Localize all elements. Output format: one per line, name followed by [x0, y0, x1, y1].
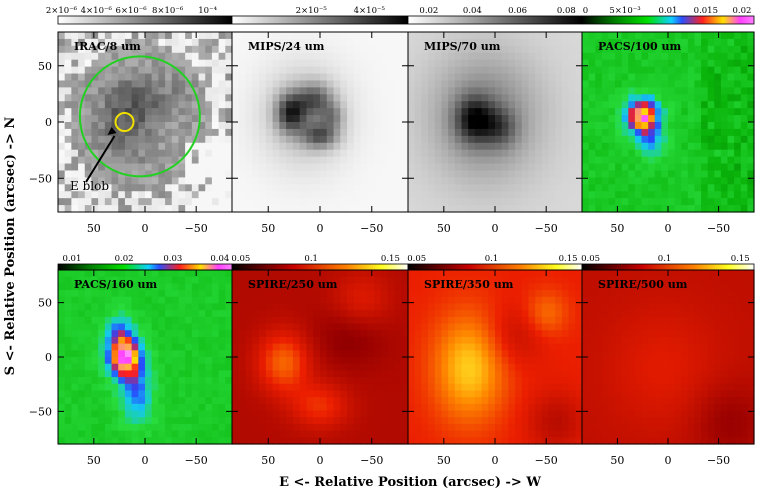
colorbar-tick-label: 0.05 — [581, 254, 600, 264]
colorbar-tick-label: 0.15 — [559, 254, 578, 264]
colorbar-tick-label: 0 — [583, 6, 588, 16]
panel-spire250: 0.05 0.1 0.15 SPIRE/250 um 50 0 −50 — [231, 254, 409, 467]
x-tick-label: −50 — [185, 454, 208, 467]
colorbar-tick-label: 0.02 — [115, 254, 134, 264]
colorbar-tick-label: 0.05 — [231, 254, 250, 264]
large-aperture-circle — [78, 55, 201, 178]
x-tick-label: 0 — [665, 222, 672, 235]
colorbar-tick-label: 0.1 — [658, 254, 672, 264]
colorbar-tick-label: 2×10⁻⁶ — [46, 6, 78, 16]
y-tick-label: 0 — [45, 351, 52, 364]
x-tick-label: 0 — [492, 222, 499, 235]
x-tick-label: 0 — [317, 222, 324, 235]
panel-label-spire250: SPIRE/250 um — [248, 278, 338, 291]
panel-pacs160: 0.01 0.02 0.03 0.04 PACS/160 um 50 0 −50 50 0 −50 — [29, 254, 233, 467]
colorbar-mips24 — [231, 15, 409, 25]
colorbar-tick-label: 0.01 — [659, 6, 678, 16]
colorbar-tick-label: 5×10⁻³ — [609, 6, 640, 16]
y-tick-label: −50 — [29, 405, 52, 418]
colorbar-tick-label: 0.04 — [210, 254, 229, 264]
annotation-e-blob: E blob — [70, 179, 109, 193]
x-tick-label: 50 — [437, 222, 451, 235]
x-tick-label: 50 — [87, 222, 101, 235]
colorbar-tick-label: 0.15 — [381, 254, 400, 264]
y-tick-label: 50 — [38, 60, 52, 73]
colorbar-mips70 — [407, 15, 583, 25]
colorbar-tick-label: 2×10⁻⁵ — [296, 6, 328, 16]
x-tick-label: −50 — [360, 454, 383, 467]
colorbar-tick-label: 10⁻⁴ — [198, 6, 217, 16]
panel-label-pacs100: PACS/100 um — [598, 40, 682, 53]
y-tick-label: 50 — [38, 297, 52, 310]
panel-pacs100: 0 5×10⁻³ 0.01 0.015 0.02 PACS/100 um 50 0 −50 — [581, 6, 755, 235]
colorbar-tick-label: 0.06 — [508, 6, 527, 16]
x-tick-label: −50 — [360, 222, 383, 235]
x-tick-label: −50 — [185, 222, 208, 235]
colorbar-tick-label: 0.02 — [419, 6, 438, 16]
x-tick-label: 0 — [142, 454, 149, 467]
panel-spire500: 0.05 0.1 0.15 SPIRE/500 um 50 0 −50 — [581, 254, 755, 467]
y-tick-label: −50 — [29, 172, 52, 185]
panel-label-irac8: IRAC/8 um — [74, 40, 141, 53]
colorbar-tick-label: 0.015 — [694, 6, 718, 16]
colorbar-tick-label: 0.08 — [557, 6, 576, 16]
x-tick-label: 50 — [261, 222, 275, 235]
colorbar-tick-label: 4×10⁻⁶ — [81, 6, 113, 16]
panel-label-spire350: SPIRE/350 um — [424, 278, 514, 291]
panel-mips70: 0.02 0.04 0.06 0.08 MIPS/70 um 50 0 −50 — [407, 6, 583, 235]
colorbar-tick-label: 0.03 — [163, 254, 182, 264]
colorbar-tick-label: 0.01 — [62, 254, 81, 264]
x-axis-title: E <- Relative Position (arcsec) -> W — [279, 475, 541, 490]
x-tick-label: 0 — [142, 222, 149, 235]
x-tick-label: 0 — [317, 454, 324, 467]
colorbar-tick-label: 0.02 — [732, 6, 751, 16]
colorbar-tick-label: 6×10⁻⁶ — [115, 6, 147, 16]
x-tick-label: 50 — [610, 454, 624, 467]
colorbar-pacs100 — [581, 15, 755, 25]
x-tick-label: −50 — [707, 454, 730, 467]
colorbar-irac8 — [57, 15, 233, 25]
x-tick-label: −50 — [707, 222, 730, 235]
colorbar-tick-label: 0.04 — [463, 6, 482, 16]
x-tick-label: 0 — [665, 454, 672, 467]
panel-label-mips24: MIPS/24 um — [248, 40, 325, 53]
x-tick-label: 50 — [610, 222, 624, 235]
colorbar-tick-label: 0.15 — [731, 254, 750, 264]
x-tick-label: 0 — [492, 454, 499, 467]
x-tick-label: 50 — [87, 454, 101, 467]
panel-label-spire500: SPIRE/500 um — [598, 278, 688, 291]
x-tick-label: −50 — [535, 222, 558, 235]
panel-label-pacs160: PACS/160 um — [74, 278, 158, 291]
colorbar-tick-label: 8×10⁻⁶ — [152, 6, 184, 16]
colorbar-tick-label: 4×10⁻⁵ — [354, 6, 386, 16]
x-tick-label: 50 — [437, 454, 451, 467]
y-axis-title: S <- Relative Position (arcsec) -> N — [3, 117, 18, 376]
annotation-arrow — [85, 135, 116, 183]
panel-label-mips70: MIPS/70 um — [424, 40, 501, 53]
colorbar-tick-label: 0.1 — [485, 254, 499, 264]
x-tick-label: −50 — [535, 454, 558, 467]
arrow-head — [107, 127, 117, 135]
panel-spire350: 0.05 0.1 0.15 SPIRE/350 um 50 0 −50 — [407, 254, 583, 467]
y-tick-label: 0 — [45, 116, 52, 129]
colorbar-tick-label: 0.05 — [407, 254, 426, 264]
x-tick-label: 50 — [261, 454, 275, 467]
blob-aperture-circle — [114, 112, 135, 132]
colorbar-tick-label: 0.1 — [304, 254, 318, 264]
panel-mips24: 2×10⁻⁵ 4×10⁻⁵ MIPS/24 um 50 0 −50 — [231, 6, 409, 235]
panel-irac8: 2×10⁻⁶ 4×10⁻⁶ 6×10⁻⁶ 8×10⁻⁶ 10⁻⁴ IRAC/8 um 50 0… — [29, 6, 233, 235]
